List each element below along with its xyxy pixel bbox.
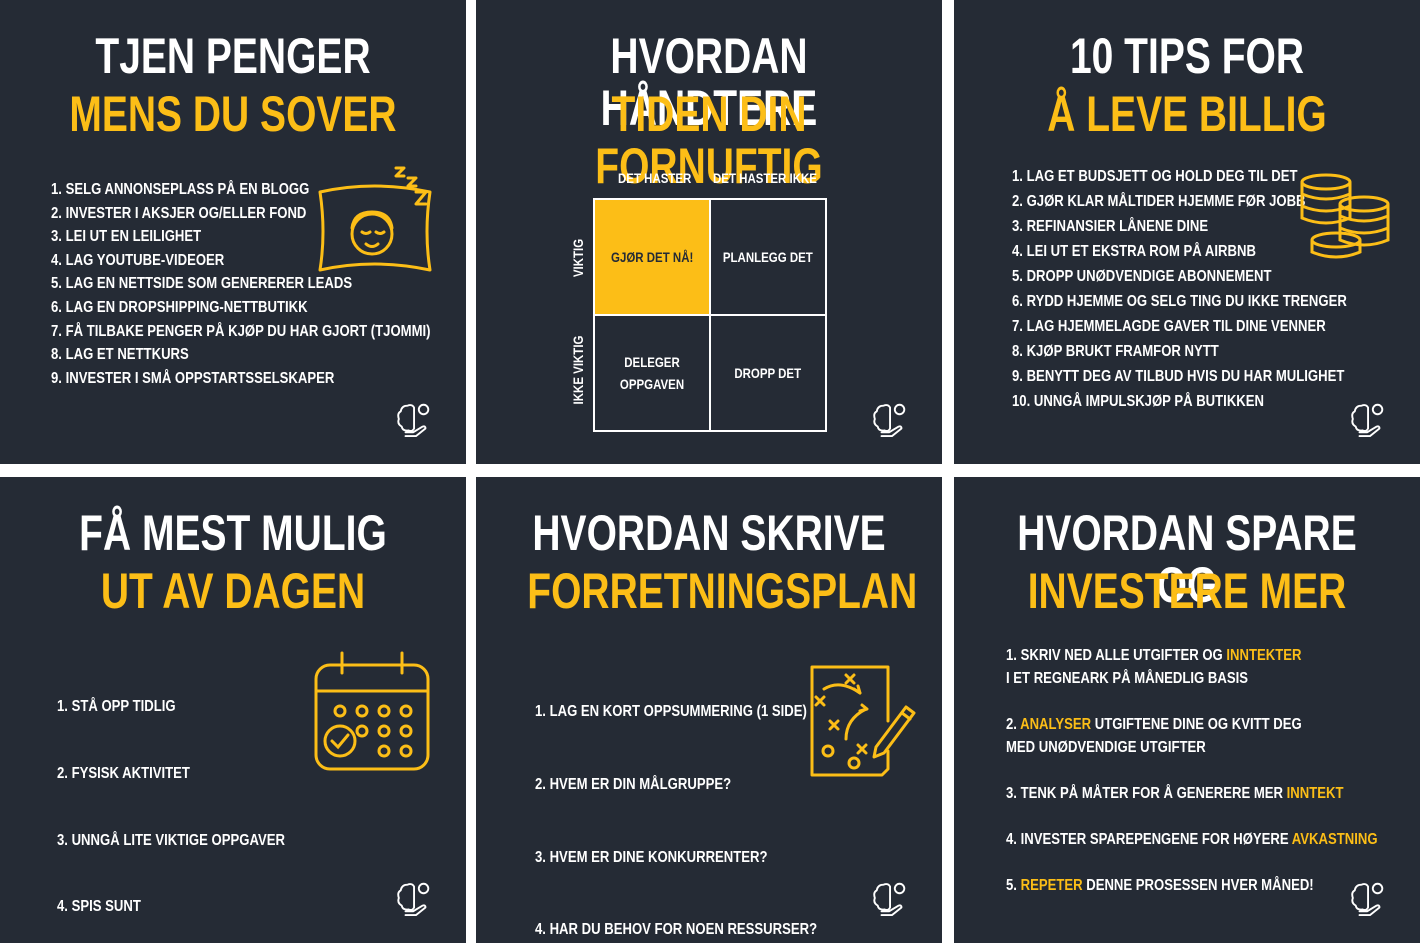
card-earn-money-sleeping: TJEN PENGER MENS DU SOVER 1. SELG ANNONS…: [0, 0, 466, 464]
list-item: 2. GJØR KLAR MÅLTIDER HJEMME FØR JOBB: [1012, 193, 1306, 210]
list-item: 5. LAG EN NETTSIDE SOM GENERERER LEADS: [51, 275, 353, 293]
matrix-cell-delegate: DELEGER OPPGAVEN: [595, 316, 709, 430]
card-title-line2: MENS DU SOVER: [69, 86, 397, 142]
brain-hand-coin-logo-icon: [397, 882, 430, 917]
list-item: 1. STÅ OPP TIDLIG: [57, 698, 176, 716]
priority-matrix: GJØR DET NÅ! PLANLEGG DET DELEGER OPPGAV…: [593, 198, 827, 432]
step-item: 1. SKRIV NED ALLE UTGIFTER OG INNTEKTER …: [1006, 647, 1302, 687]
card-title-line1: HVORDAN SKRIVE: [532, 505, 886, 561]
strategy-plan-icon: [810, 665, 916, 777]
list-item: 2. FYSISK AKTIVITET: [57, 765, 190, 783]
brain-hand-coin-logo-icon: [873, 882, 906, 917]
tips-list: 1. LAG EN KORT OPPSUMMERING (1 SIDE) 2. …: [535, 652, 817, 943]
step-item: 3. TENK PÅ MÅTER FOR Å GENERERE MER INNT…: [1006, 785, 1344, 802]
matrix-col-header: DET HASTER IKKE: [713, 170, 817, 186]
list-item: 9. BENYTT DEG AV TILBUD HVIS DU HAR MULI…: [1012, 368, 1345, 385]
list-item: 2. INVESTER I AKSJER OG/ELLER FOND: [51, 204, 307, 222]
brain-hand-coin-logo-icon: [1351, 882, 1384, 917]
card-title-line2: INVESTERE MER: [1027, 563, 1347, 619]
card-title-line1: HVORDAN HÅNDTERE: [600, 28, 818, 136]
card-save-and-invest: HVORDAN SPARE OG INVESTERE MER 1. SKRIV …: [954, 477, 1420, 943]
card-business-plan: HVORDAN SKRIVE FORRETNINGSPLAN 1. LAG EN…: [476, 477, 942, 943]
tips-list: 1. STÅ OPP TIDLIG 2. FYSISK AKTIVITET 3.…: [57, 652, 338, 943]
step-item: 2. ANALYSER UTGIFTENE DINE OG KVITT DEG …: [1006, 716, 1302, 756]
card-title-line2: FORRETNINGSPLAN: [527, 563, 918, 619]
list-item: 7. LAG HJEMMELAGDE GAVER TIL DINE VENNER: [1012, 318, 1326, 335]
list-item: 3. HVEM ER DINE KONKURRENTER?: [535, 848, 768, 866]
list-item: 5. DROPP UNØDVENDIGE ABONNEMENT: [1012, 268, 1272, 285]
steps-list: 1. SKRIV NED ALLE UTGIFTER OG INNTEKTER …: [1006, 644, 1378, 897]
matrix-row-header: IKKE VIKTIG: [570, 335, 586, 405]
list-item: 4. LAG YOUTUBE-VIDEOER: [51, 251, 225, 269]
card-title-line1: TJEN PENGER: [95, 28, 371, 84]
list-item: 8. LAG ET NETTKURS: [51, 346, 189, 364]
sleeping-pillow-icon: [318, 166, 432, 272]
list-item: 1. LAG ET BUDSJETT OG HOLD DEG TIL DET: [1012, 168, 1298, 185]
step-item: 5. REPETER DENNE PROSESSEN HVER MÅNED!: [1006, 877, 1314, 894]
matrix-cell-plan: PLANLEGG DET: [711, 200, 825, 314]
card-make-most-of-day: FÅ MEST MULIG UT AV DAGEN 1. STÅ OPP TID…: [0, 477, 466, 943]
card-title-line2: UT AV DAGEN: [100, 563, 366, 619]
card-live-cheap: 10 TIPS FOR Å LEVE BILLIG 1. LAG ET BUDS…: [954, 0, 1420, 464]
matrix-row-header: VIKTIG: [570, 238, 586, 278]
step-item: 4. INVESTER SPAREPENGENE FOR HØYERE AVKA…: [1006, 831, 1378, 848]
list-item: 6. LAG EN DROPSHIPPING-NETTBUTIKK: [51, 298, 308, 316]
list-item: 2. HVEM ER DIN MÅLGRUPPE?: [535, 776, 732, 794]
card-title-line2: Å LEVE BILLIG: [1047, 86, 1327, 142]
card-title-line1: HVORDAN SPARE OG: [1017, 505, 1357, 613]
list-item: 7. FÅ TILBAKE PENGER PÅ KJØP DU HAR GJOR…: [51, 322, 431, 340]
list-item: 1. SELG ANNONSEPLASS PÅ EN BLOGG: [51, 181, 310, 198]
tips-list: 1. SELG ANNONSEPLASS PÅ EN BLOGG 2. INVE…: [51, 178, 431, 390]
list-item: 3. LEI UT EN LEILIGHET: [51, 228, 202, 246]
coins-icon: [1300, 173, 1390, 259]
matrix-cell-drop: DROPP DET: [711, 316, 825, 430]
list-item: 8. KJØP BRUKT FRAMFOR NYTT: [1012, 343, 1219, 360]
card-title-line1: FÅ MEST MULIG: [79, 505, 387, 561]
list-item: 3. REFINANSIER LÅNENE DINE: [1012, 218, 1209, 235]
brain-hand-coin-logo-icon: [1351, 403, 1384, 438]
list-item: 1. LAG EN KORT OPPSUMMERING (1 SIDE): [535, 703, 807, 721]
card-title-line1: 10 TIPS FOR: [1069, 28, 1305, 84]
list-item: 9. INVESTER I SMÅ OPPSTARTSSELSKAPER: [51, 369, 335, 387]
card-title-line2: TIDEN DIN FORNUFTIG: [595, 86, 823, 194]
calendar-icon: [314, 651, 430, 771]
matrix-col-header: DET HASTER: [618, 170, 692, 186]
brain-hand-coin-logo-icon: [873, 403, 906, 438]
tips-list: 1. LAG ET BUDSJETT OG HOLD DEG TIL DET 2…: [1012, 164, 1347, 414]
matrix-cell-do-now: GJØR DET NÅ!: [595, 200, 709, 314]
list-item: 3. UNNGÅ LITE VIKTIGE OPPGAVER: [57, 831, 285, 849]
list-item: 4. HAR DU BEHOV FOR NOEN RESSURSER?: [535, 921, 818, 939]
card-time-management: HVORDAN HÅNDTERE TIDEN DIN FORNUFTIG DET…: [476, 0, 942, 464]
list-item: 10. UNNGÅ IMPULSKJØP PÅ BUTIKKEN: [1012, 393, 1264, 410]
brain-hand-coin-logo-icon: [397, 403, 430, 438]
list-item: 6. RYDD HJEMME OG SELG TING DU IKKE TREN…: [1012, 293, 1347, 310]
list-item: 4. LEI UT ET EKSTRA ROM PÅ AIRBNB: [1012, 243, 1256, 260]
list-item: 4. SPIS SUNT: [57, 898, 141, 916]
